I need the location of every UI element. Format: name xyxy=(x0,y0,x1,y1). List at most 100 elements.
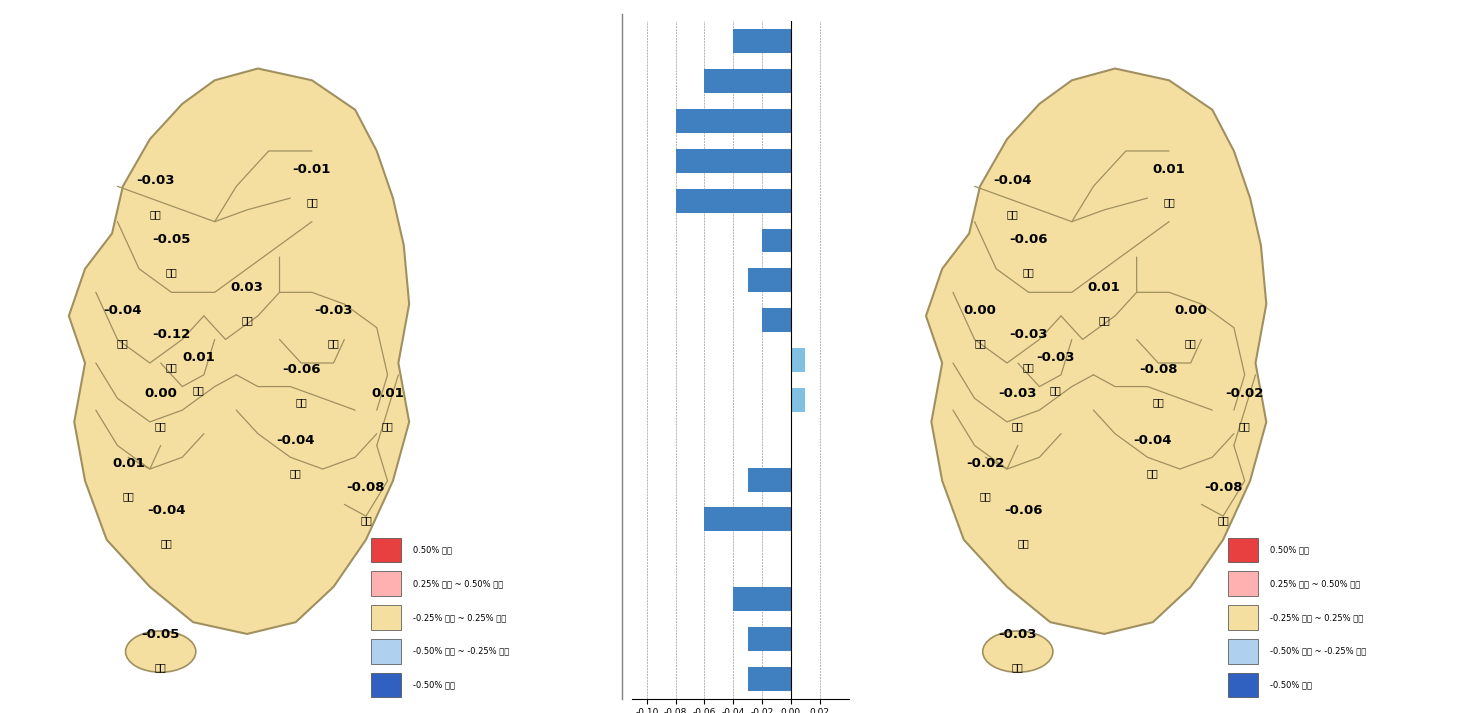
Bar xyxy=(372,571,401,596)
Text: 부산: 부산 xyxy=(360,515,372,525)
Bar xyxy=(748,268,791,292)
Text: -0.50% 조과 ~ -0.25% 이하: -0.50% 조과 ~ -0.25% 이하 xyxy=(413,647,509,656)
Ellipse shape xyxy=(126,631,195,672)
Bar xyxy=(372,639,401,664)
Text: 세종: 세종 xyxy=(166,361,178,372)
Text: -0.04: -0.04 xyxy=(1133,434,1171,446)
Bar xyxy=(1229,605,1259,630)
Bar xyxy=(791,388,806,412)
Text: 0.25% 이상 ~ 0.50% 미만: 0.25% 이상 ~ 0.50% 미만 xyxy=(413,579,504,588)
Text: 0.03: 0.03 xyxy=(231,280,264,294)
Bar xyxy=(763,308,791,332)
Text: 충북: 충북 xyxy=(1099,314,1111,324)
Text: 0.25% 이상 ~ 0.50% 미만: 0.25% 이상 ~ 0.50% 미만 xyxy=(1271,579,1361,588)
Text: -0.06: -0.06 xyxy=(1010,233,1049,247)
Text: 대구: 대구 xyxy=(1152,397,1164,407)
Text: -0.25% 조과 ~ 0.25% 미만: -0.25% 조과 ~ 0.25% 미만 xyxy=(413,613,507,622)
Text: -0.03: -0.03 xyxy=(998,628,1037,641)
Bar xyxy=(791,348,806,372)
Text: 경기: 경기 xyxy=(1023,267,1035,277)
Bar xyxy=(733,588,791,611)
Text: -0.02: -0.02 xyxy=(1225,386,1263,399)
Text: -0.04: -0.04 xyxy=(147,504,185,518)
Bar xyxy=(372,673,401,697)
Text: 전남: 전남 xyxy=(1017,538,1029,548)
Text: -0.03: -0.03 xyxy=(136,175,175,188)
Text: 0.01: 0.01 xyxy=(182,352,215,364)
Bar xyxy=(705,69,791,93)
Polygon shape xyxy=(68,68,409,634)
Text: -0.04: -0.04 xyxy=(104,304,142,317)
Bar xyxy=(1229,639,1259,664)
Bar xyxy=(675,149,791,173)
Text: -0.08: -0.08 xyxy=(1204,481,1243,494)
Bar xyxy=(372,538,401,562)
Ellipse shape xyxy=(983,631,1053,672)
Bar xyxy=(748,667,791,691)
Bar xyxy=(372,605,401,630)
Text: -0.12: -0.12 xyxy=(153,328,191,341)
Bar xyxy=(763,229,791,252)
Text: 0.50% 이상: 0.50% 이상 xyxy=(413,545,452,554)
Text: -0.03: -0.03 xyxy=(1010,328,1049,341)
Text: -0.03: -0.03 xyxy=(998,386,1037,399)
Bar xyxy=(1229,538,1259,562)
Text: -0.02: -0.02 xyxy=(966,457,1004,470)
Text: 충남: 충남 xyxy=(117,338,129,348)
Text: -0.03: -0.03 xyxy=(314,304,352,317)
Text: -0.01: -0.01 xyxy=(293,163,332,175)
Text: 0.01: 0.01 xyxy=(1089,280,1121,294)
Text: 0.50% 이상: 0.50% 이상 xyxy=(1271,545,1309,554)
Text: -0.50% 조과 ~ -0.25% 이하: -0.50% 조과 ~ -0.25% 이하 xyxy=(1271,647,1367,656)
Text: 강원: 강원 xyxy=(1163,197,1174,207)
Text: 세종: 세종 xyxy=(1023,361,1035,372)
Text: 전북: 전북 xyxy=(156,421,166,431)
Text: 서울: 서울 xyxy=(150,209,161,219)
Text: 울산: 울산 xyxy=(1238,421,1250,431)
Text: 광주: 광주 xyxy=(979,491,991,501)
Text: 충남: 충남 xyxy=(974,338,986,348)
Text: 경북: 경북 xyxy=(1185,338,1197,348)
Text: 대전: 대전 xyxy=(1050,386,1062,396)
Text: 제주: 제주 xyxy=(156,662,166,672)
Bar xyxy=(1229,673,1259,697)
Text: -0.25% 조과 ~ 0.25% 미만: -0.25% 조과 ~ 0.25% 미만 xyxy=(1271,613,1364,622)
Bar xyxy=(675,109,791,133)
Text: -0.08: -0.08 xyxy=(347,481,385,494)
Text: 경북: 경북 xyxy=(327,338,339,348)
Text: 0.00: 0.00 xyxy=(1174,304,1207,317)
Text: -0.04: -0.04 xyxy=(277,434,315,446)
Text: 경남: 경남 xyxy=(1146,468,1158,478)
Bar xyxy=(675,189,791,212)
Text: 전북: 전북 xyxy=(1012,421,1023,431)
Text: 대전: 대전 xyxy=(193,386,204,396)
Text: 경기: 경기 xyxy=(166,267,178,277)
Bar xyxy=(748,468,791,491)
Text: 0.00: 0.00 xyxy=(144,386,178,399)
Text: 부산: 부산 xyxy=(1217,515,1229,525)
Text: -0.03: -0.03 xyxy=(1037,352,1075,364)
Text: -0.06: -0.06 xyxy=(1004,504,1043,518)
Text: 경남: 경남 xyxy=(290,468,302,478)
Text: 제주: 제주 xyxy=(1012,662,1023,672)
Bar xyxy=(748,627,791,651)
Text: -0.05: -0.05 xyxy=(142,628,179,641)
Bar xyxy=(1229,571,1259,596)
Text: -0.04: -0.04 xyxy=(994,175,1032,188)
Text: 전남: 전남 xyxy=(160,538,172,548)
Text: -0.50% 이하: -0.50% 이하 xyxy=(413,681,455,689)
Text: 0.01: 0.01 xyxy=(113,457,145,470)
Text: 0.00: 0.00 xyxy=(964,304,997,317)
Text: 대구: 대구 xyxy=(295,397,307,407)
Text: 서울: 서울 xyxy=(1007,209,1019,219)
Bar xyxy=(705,508,791,531)
Polygon shape xyxy=(926,68,1266,634)
Text: 광주: 광주 xyxy=(123,491,135,501)
Text: -0.50% 이하: -0.50% 이하 xyxy=(1271,681,1312,689)
Text: 0.01: 0.01 xyxy=(1152,163,1185,175)
Text: 강원: 강원 xyxy=(307,197,318,207)
Text: -0.06: -0.06 xyxy=(281,363,320,376)
Bar xyxy=(733,29,791,53)
Text: 0.01: 0.01 xyxy=(372,386,404,399)
Text: 울산: 울산 xyxy=(382,421,394,431)
